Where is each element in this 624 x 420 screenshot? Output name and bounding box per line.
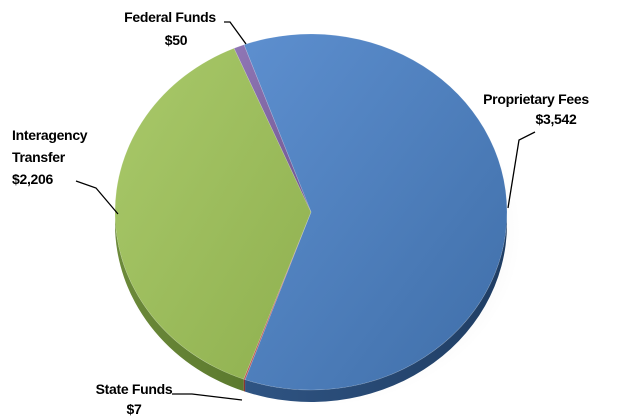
leader-line	[224, 21, 247, 45]
slice-name-label: Federal Funds	[124, 9, 216, 25]
slice-label-state-funds: State Funds $7	[96, 381, 243, 417]
pie-slice-state-funds[interactable]	[243, 211, 312, 380]
pie-slice-federal-funds[interactable]	[233, 44, 312, 213]
pie-slice-proprietary-fees[interactable]	[243, 33, 508, 391]
slice-side-state-funds	[243, 379, 246, 392]
slice-name-label: Interagency	[12, 127, 88, 143]
slice-value-label: $2,206	[12, 171, 54, 187]
slice-label-proprietary-fees: Proprietary Fees $3,542	[483, 91, 590, 209]
pie-slice-interagency-transfer[interactable]	[114, 47, 312, 380]
leader-line	[507, 131, 536, 209]
slice-side-interagency-transfer	[115, 212, 244, 392]
leader-line	[172, 393, 243, 401]
slice-side-proprietary-fees	[245, 212, 508, 402]
slice-label-federal-funds: Federal Funds $50	[124, 9, 247, 48]
slice-name-label: Proprietary Fees	[483, 91, 589, 107]
slice-value-label: $50	[165, 32, 188, 48]
slice-name-label: Transfer	[12, 149, 66, 165]
leader-line	[75, 180, 119, 215]
slice-label-interagency-transfer: Interagency Transfer $2,206	[12, 127, 119, 215]
slice-value-label: $3,542	[535, 111, 577, 127]
slice-name-label: State Funds	[96, 381, 173, 397]
slice-value-label: $7	[127, 401, 142, 417]
